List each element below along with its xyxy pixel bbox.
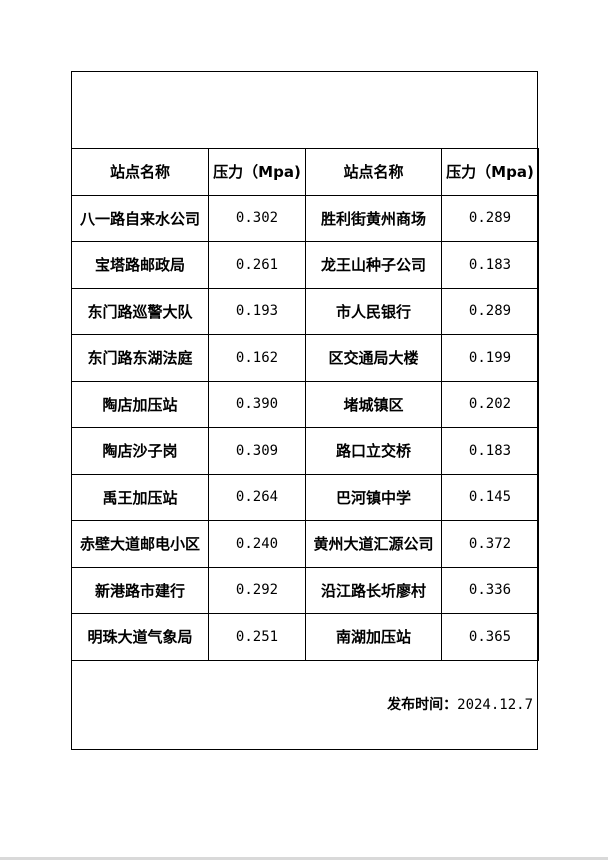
table-row: 明珠大道气象局 0.251 南湖加压站 0.365 — [71, 613, 539, 661]
table-row: 东门路东湖法庭 0.162 区交通局大楼 0.199 — [71, 334, 539, 382]
table-row: 新港路市建行 0.292 沿江路长圻廖村 0.336 — [71, 566, 539, 614]
pressure-cell: 0.309 — [208, 427, 306, 475]
table-row: 宝塔路邮政局 0.261 龙王山种子公司 0.183 — [71, 241, 539, 289]
publish-time: 发布时间：2024.12.7 — [387, 694, 533, 714]
station-name-cell: 新港路市建行 — [71, 566, 209, 614]
page-bottom-divider — [0, 857, 608, 860]
pressure-cell: 0.289 — [441, 287, 539, 335]
pressure-cell: 0.162 — [208, 334, 306, 382]
pressure-cell: 0.202 — [441, 380, 539, 428]
table-row: 陶店加压站 0.390 堵城镇区 0.202 — [71, 380, 539, 428]
pressure-cell: 0.365 — [441, 613, 539, 661]
pressure-cell: 0.183 — [441, 241, 539, 289]
pressure-report-sheet: 站点名称 压力（Mpa) 站点名称 压力（Mpa) 八一路自来水公司 0.302 胜… — [71, 71, 539, 750]
header-station-name: 站点名称 — [71, 148, 209, 196]
pressure-cell: 0.372 — [441, 520, 539, 568]
pressure-cell: 0.251 — [208, 613, 306, 661]
station-name-cell: 胜利街黄州商场 — [305, 194, 442, 242]
pressure-cell: 0.240 — [208, 520, 306, 568]
header-pressure: 压力（Mpa) — [208, 148, 306, 196]
station-name-cell: 巴河镇中学 — [305, 473, 442, 521]
station-name-cell: 禹王加压站 — [71, 473, 209, 521]
station-name-cell: 东门路巡警大队 — [71, 287, 209, 335]
table-row: 禹王加压站 0.264 巴河镇中学 0.145 — [71, 473, 539, 521]
pressure-cell: 0.289 — [441, 194, 539, 242]
station-name-cell: 明珠大道气象局 — [71, 613, 209, 661]
station-name-cell: 市人民银行 — [305, 287, 442, 335]
pressure-table: 站点名称 压力（Mpa) 站点名称 压力（Mpa) 八一路自来水公司 0.302 胜… — [71, 148, 539, 661]
pressure-cell: 0.193 — [208, 287, 306, 335]
pressure-cell: 0.336 — [441, 566, 539, 614]
station-name-cell: 陶店加压站 — [71, 380, 209, 428]
pressure-cell: 0.183 — [441, 427, 539, 475]
table-row: 陶店沙子岗 0.309 路口立交桥 0.183 — [71, 427, 539, 475]
table-header-row: 站点名称 压力（Mpa) 站点名称 压力（Mpa) — [71, 148, 539, 196]
publish-time-label: 发布时间： — [387, 697, 458, 713]
table-row: 八一路自来水公司 0.302 胜利街黄州商场 0.289 — [71, 194, 539, 242]
station-name-cell: 堵城镇区 — [305, 380, 442, 428]
pressure-cell: 0.264 — [208, 473, 306, 521]
station-name-cell: 八一路自来水公司 — [71, 194, 209, 242]
pressure-cell: 0.145 — [441, 473, 539, 521]
header-station-name: 站点名称 — [305, 148, 442, 196]
station-name-cell: 沿江路长圻廖村 — [305, 566, 442, 614]
pressure-cell: 0.199 — [441, 334, 539, 382]
pressure-cell: 0.261 — [208, 241, 306, 289]
station-name-cell: 龙王山种子公司 — [305, 241, 442, 289]
table-row: 赤壁大道邮电小区 0.240 黄州大道汇源公司 0.372 — [71, 520, 539, 568]
pressure-cell: 0.390 — [208, 380, 306, 428]
pressure-cell: 0.302 — [208, 194, 306, 242]
publish-date: 2024.12.7 — [457, 697, 533, 713]
table-row: 东门路巡警大队 0.193 市人民银行 0.289 — [71, 287, 539, 335]
station-name-cell: 路口立交桥 — [305, 427, 442, 475]
station-name-cell: 陶店沙子岗 — [71, 427, 209, 475]
station-name-cell: 东门路东湖法庭 — [71, 334, 209, 382]
station-name-cell: 黄州大道汇源公司 — [305, 520, 442, 568]
station-name-cell: 赤壁大道邮电小区 — [71, 520, 209, 568]
station-name-cell: 区交通局大楼 — [305, 334, 442, 382]
station-name-cell: 宝塔路邮政局 — [71, 241, 209, 289]
header-pressure: 压力（Mpa) — [441, 148, 539, 196]
pressure-cell: 0.292 — [208, 566, 306, 614]
station-name-cell: 南湖加压站 — [305, 613, 442, 661]
